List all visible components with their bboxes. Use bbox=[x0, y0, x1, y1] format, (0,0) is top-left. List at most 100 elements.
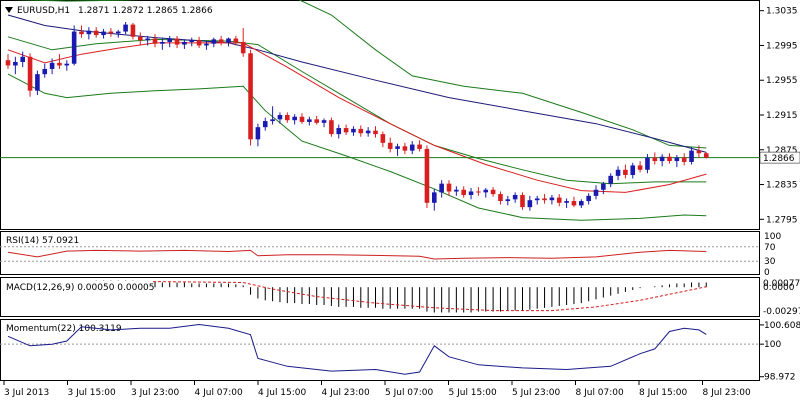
bollinger-upper-line bbox=[11, 0, 707, 149]
x-tick-label: 3 Jul 2013 bbox=[4, 388, 49, 398]
rsi-tick-label: 0 bbox=[764, 268, 770, 278]
bull-candle bbox=[35, 74, 40, 91]
bull-candle bbox=[483, 189, 489, 193]
x-tick-label: 5 Jul 23:00 bbox=[512, 388, 561, 398]
bull-candle bbox=[262, 121, 268, 128]
bear-candle bbox=[556, 197, 562, 203]
macd-panel-frame bbox=[0, 277, 760, 317]
y-tick-label: 1.2835 bbox=[766, 181, 798, 191]
macd-panel[interactable]: MACD(12,26,9) 0.00050 0.00005 0.000770.0… bbox=[0, 277, 800, 318]
bear-candle bbox=[299, 116, 305, 122]
bull-candle bbox=[564, 201, 569, 203]
x-tick-label: 5 Jul 07:00 bbox=[385, 388, 434, 398]
macd-signal-line bbox=[7, 281, 707, 312]
bear-candle bbox=[130, 24, 136, 37]
bear-candle bbox=[417, 144, 422, 149]
bull-candle bbox=[115, 31, 121, 34]
bear-candle bbox=[57, 62, 62, 66]
bear-candle bbox=[27, 56, 33, 91]
bull-candle bbox=[409, 144, 415, 151]
bull-candle bbox=[512, 194, 518, 200]
macd-tick-label: 0.0000 bbox=[763, 283, 795, 293]
bull-candle bbox=[145, 38, 150, 41]
bear-candle bbox=[498, 194, 503, 202]
y-tick-label: 1.2995 bbox=[766, 41, 798, 51]
momentum-panel-frame bbox=[0, 319, 760, 381]
x-tick-label: 3 Jul 15:00 bbox=[68, 388, 117, 398]
main-price-panel[interactable]: EURUSD,H1 1.2871 1.2872 1.2865 1.2866 1.… bbox=[0, 0, 800, 230]
bull-candle bbox=[432, 192, 437, 203]
bull-candle bbox=[601, 183, 606, 190]
bear-candle bbox=[402, 146, 408, 151]
rsi-tick-label: 100 bbox=[764, 232, 781, 242]
triangle-down-icon[interactable] bbox=[5, 7, 13, 13]
ohlc-label: 1.2871 1.2872 1.2865 1.2866 bbox=[78, 6, 213, 16]
candlesticks bbox=[5, 21, 709, 211]
bear-candle bbox=[652, 157, 658, 162]
bull-candle bbox=[189, 40, 195, 42]
bull-candle bbox=[534, 198, 540, 201]
bear-candle bbox=[93, 30, 99, 36]
bull-candle bbox=[204, 43, 209, 46]
bear-candle bbox=[387, 142, 393, 149]
macd-title: MACD(12,26,9) 0.00050 0.00005 bbox=[6, 283, 155, 293]
bollinger-middle-line bbox=[7, 36, 707, 185]
bear-candle bbox=[380, 134, 386, 143]
bear-candle bbox=[5, 60, 11, 66]
bull-candle bbox=[101, 31, 106, 36]
bear-candle bbox=[667, 156, 672, 162]
bull-candle bbox=[468, 191, 474, 195]
current-price-box bbox=[759, 151, 800, 164]
momentum-tick-label: 98.972 bbox=[764, 373, 796, 383]
time-axis: 3 Jul 2013 3 Jul 15:00 3 Jul 23:00 4 Jul 07… bbox=[3, 381, 752, 398]
x-tick-label: 8 Jul 23:00 bbox=[703, 388, 752, 398]
bull-candle bbox=[160, 41, 165, 44]
bull-candle bbox=[123, 24, 128, 32]
main-y-axis: 1.3035 1.2995 1.2955 1.2915 1.2875 1.2835 1.27… bbox=[760, 7, 798, 225]
bear-candle bbox=[490, 189, 496, 195]
momentum-line bbox=[7, 323, 707, 375]
bull-candle bbox=[255, 127, 261, 140]
bull-candle bbox=[365, 130, 371, 134]
macd-histogram bbox=[7, 280, 707, 313]
bull-candle bbox=[86, 30, 92, 35]
bollinger-bands bbox=[7, 0, 707, 221]
bull-candle bbox=[226, 38, 231, 43]
bull-candle bbox=[277, 115, 283, 120]
rsi-title: RSI(14) 57.0921 bbox=[6, 236, 79, 246]
bear-candle bbox=[196, 40, 202, 46]
bear-candle bbox=[542, 198, 547, 201]
bear-candle bbox=[233, 38, 239, 42]
bull-candle bbox=[586, 195, 591, 202]
bear-candle bbox=[248, 53, 253, 140]
bull-candle bbox=[20, 56, 25, 62]
rsi-panel-frame bbox=[0, 231, 760, 275]
bull-candle bbox=[64, 63, 70, 66]
rsi-tick-label: 30 bbox=[764, 257, 776, 267]
y-tick-label: 1.2955 bbox=[766, 76, 798, 86]
bull-candle bbox=[608, 175, 613, 184]
bear-candle bbox=[152, 38, 158, 44]
main-panel-frame bbox=[0, 0, 760, 230]
bull-candle bbox=[659, 156, 665, 162]
bear-candle bbox=[285, 115, 290, 121]
bear-candle bbox=[571, 201, 577, 206]
x-tick-label: 5 Jul 15:00 bbox=[449, 388, 498, 398]
bull-candle bbox=[292, 116, 297, 121]
bull-candle bbox=[42, 68, 48, 75]
x-tick-label: 4 Jul 23:00 bbox=[322, 388, 371, 398]
symbol-label: EURUSD,H1 bbox=[17, 6, 70, 16]
bear-candle bbox=[343, 128, 349, 133]
bull-candle bbox=[336, 128, 342, 135]
bull-candle bbox=[505, 199, 511, 202]
bull-candle bbox=[674, 157, 680, 162]
bear-candle bbox=[623, 169, 628, 175]
macd-tick-label: 0.00077 bbox=[763, 279, 800, 289]
bear-candle bbox=[520, 194, 525, 208]
bear-candle bbox=[373, 130, 378, 135]
